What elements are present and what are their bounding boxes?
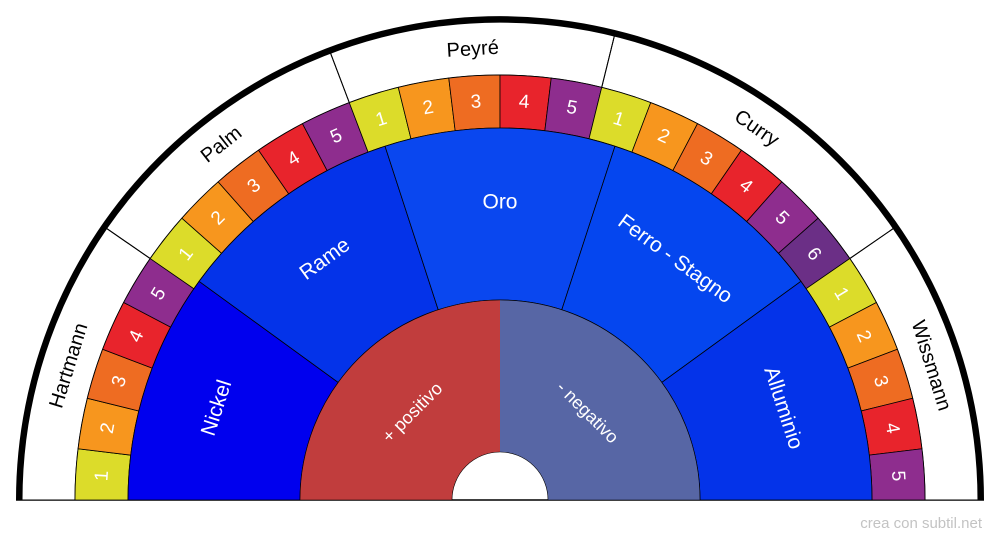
metal-ring (127, 127, 873, 501)
number-hartmann-1: 1 (91, 470, 113, 482)
number-peyre-4: 4 (518, 91, 530, 113)
number-hartmann-2: 2 (97, 421, 120, 435)
positive-sector (300, 300, 500, 500)
credit-text: crea con subtil.net (860, 515, 982, 532)
number-peyre-3: 3 (470, 91, 482, 113)
number-peyre-5: 5 (565, 97, 579, 120)
scale-divider (106, 228, 151, 259)
metal-label-oro: Oro (482, 191, 517, 214)
number-peyre-2: 2 (421, 97, 435, 120)
polarity-ring (299, 299, 701, 501)
scale-divider (849, 228, 894, 259)
scale-divider (601, 35, 615, 88)
scale-divider (330, 52, 350, 103)
scale-label-peyre: Peyré (446, 37, 499, 62)
number-wissmann-5: 5 (887, 470, 909, 482)
polarity-outline (299, 299, 701, 501)
number-wissmann-4: 4 (881, 421, 904, 436)
number-ring (74, 74, 926, 501)
negative-sector (500, 300, 700, 500)
